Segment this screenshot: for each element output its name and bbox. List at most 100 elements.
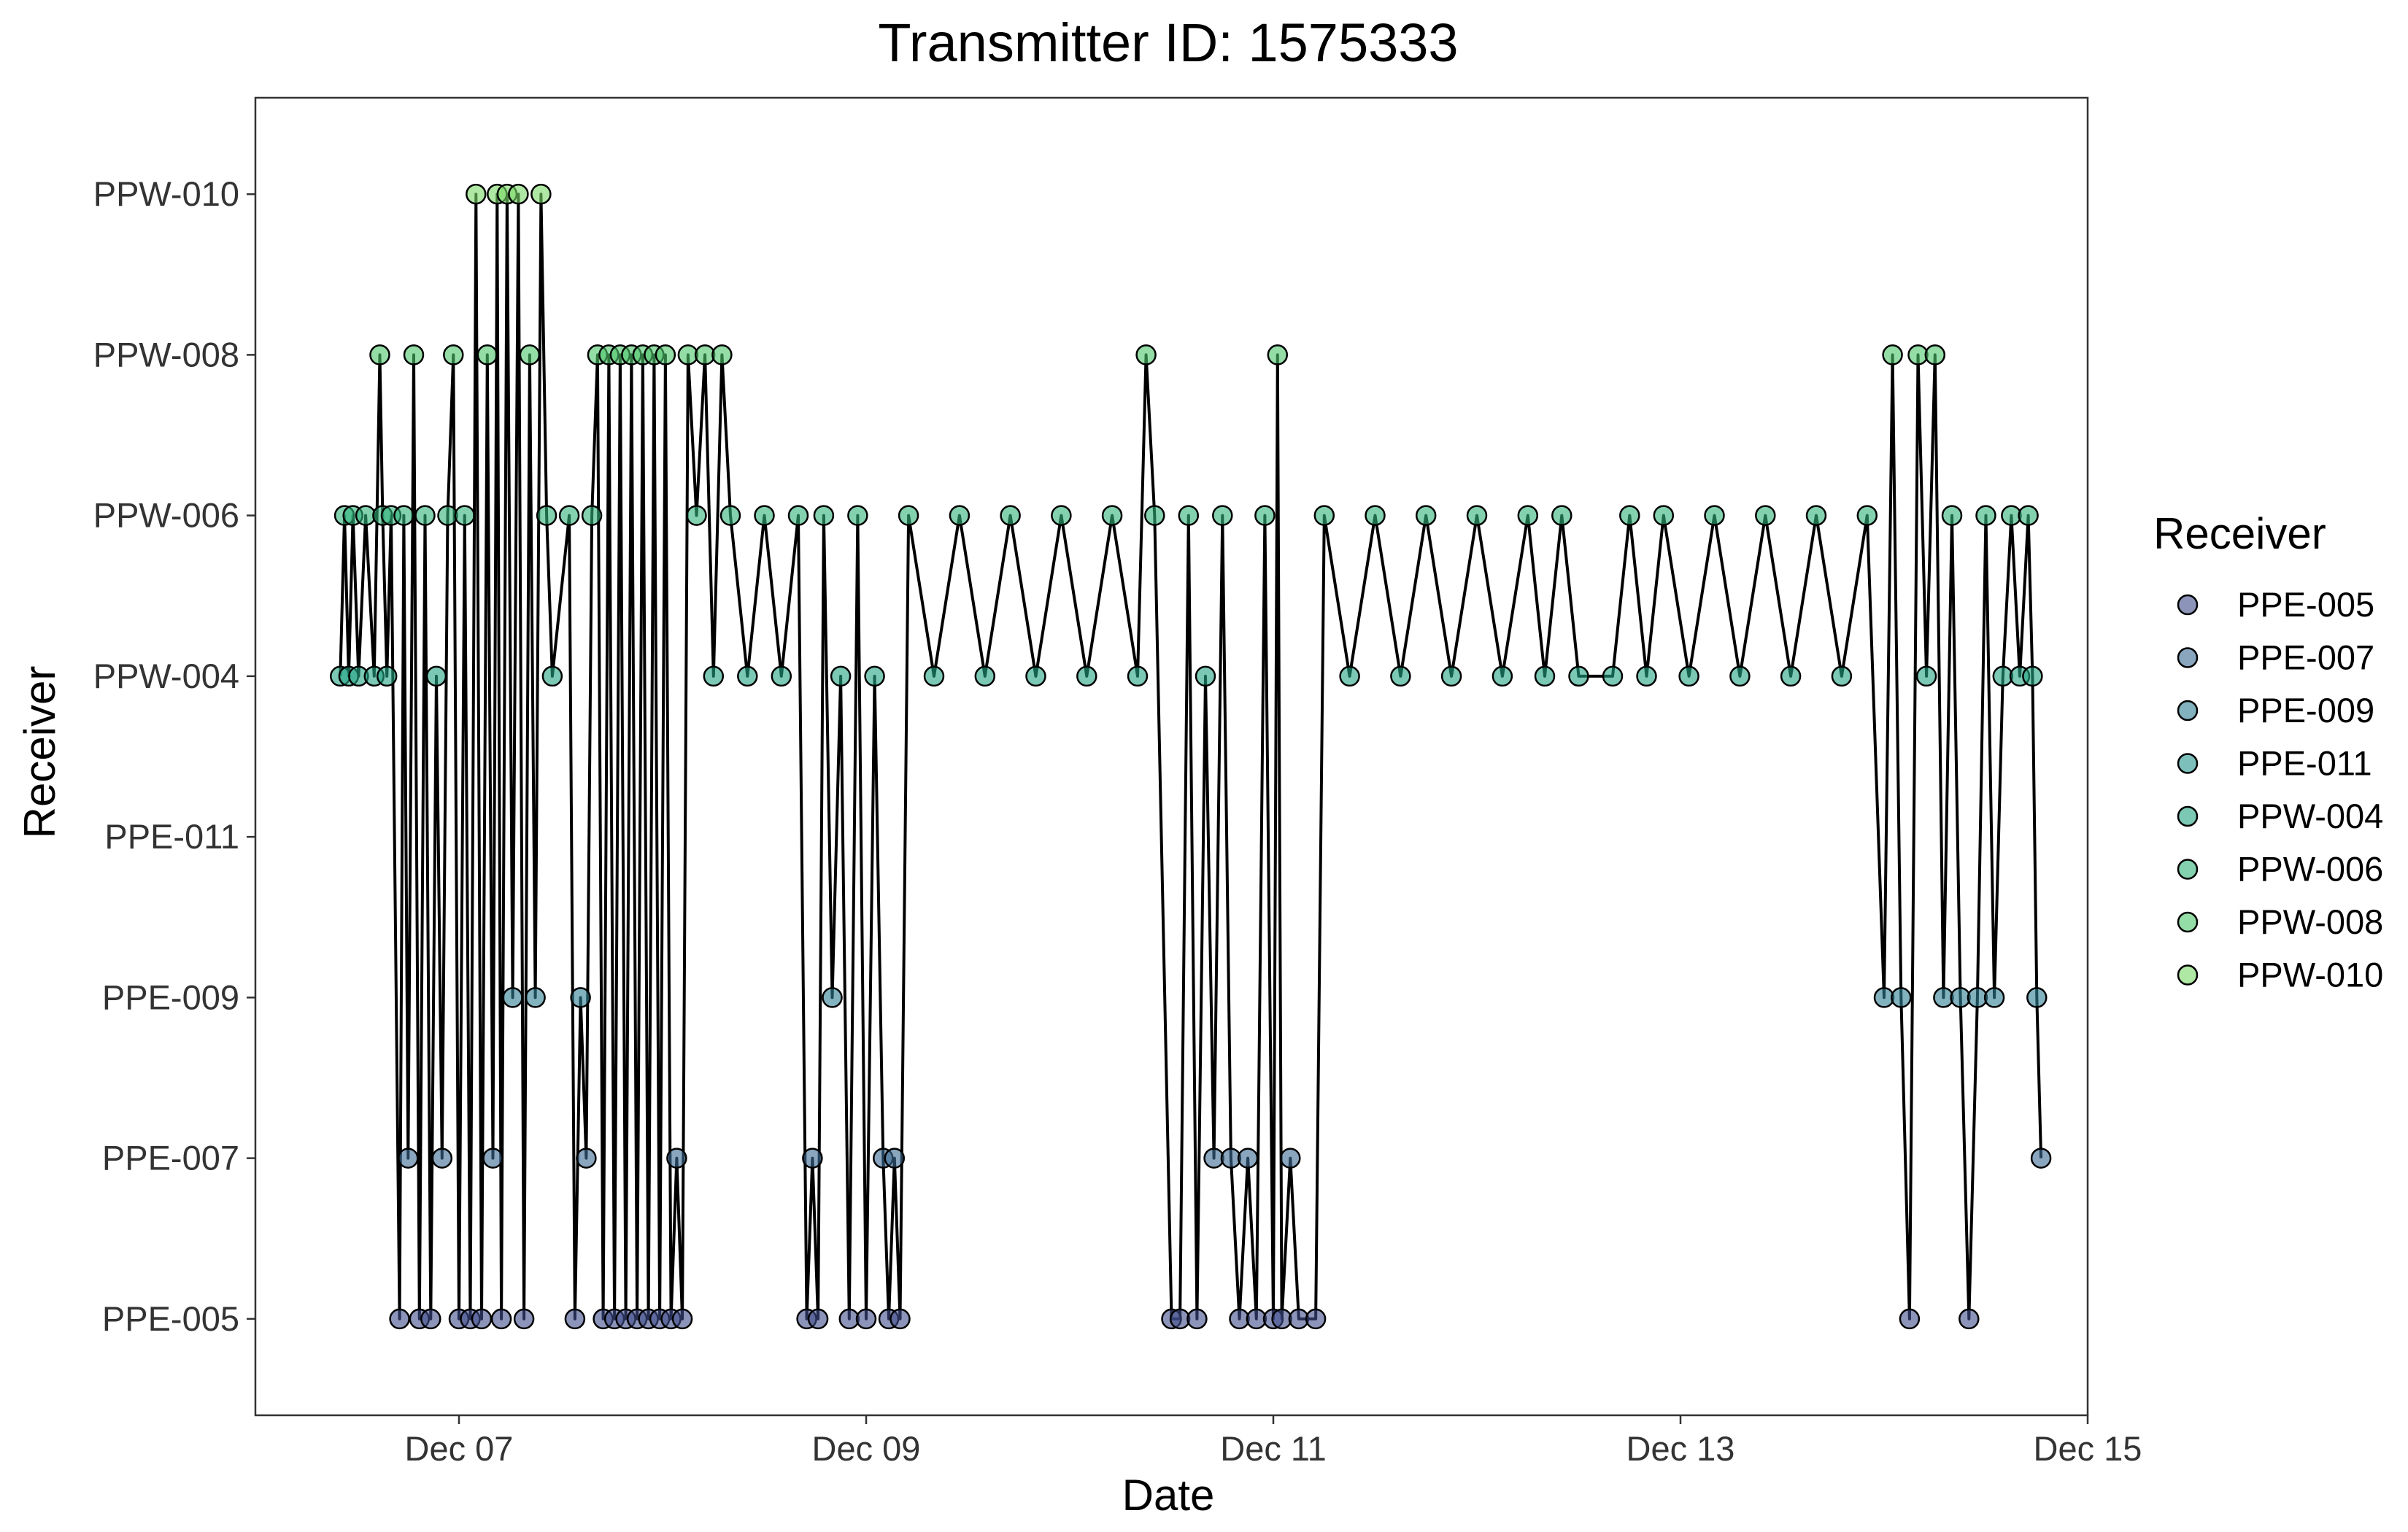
- data-point: [1466, 505, 1488, 526]
- legend-key: [2177, 964, 2199, 986]
- data-point: [1178, 505, 1200, 526]
- legend-label: PPE-009: [2237, 691, 2374, 730]
- y-tick-label: PPW-004: [93, 657, 239, 695]
- data-point: [1492, 665, 1513, 687]
- data-point: [1365, 505, 1386, 526]
- data-point: [403, 344, 425, 365]
- data-point: [570, 987, 591, 1008]
- data-point: [536, 505, 557, 526]
- x-tick-label: Dec 13: [1626, 1429, 1735, 1468]
- data-point: [1899, 1308, 1921, 1330]
- data-point: [1805, 505, 1827, 526]
- data-point: [802, 1148, 823, 1169]
- data-point: [513, 1308, 535, 1330]
- data-point: [1390, 665, 1411, 687]
- data-point: [1101, 505, 1123, 526]
- data-point: [369, 344, 390, 365]
- data-point: [1212, 505, 1233, 526]
- legend-key: [2177, 859, 2199, 880]
- series-line: [339, 193, 2043, 1320]
- data-point: [398, 1148, 419, 1169]
- data-point: [737, 665, 758, 687]
- x-tick-label: Dec 11: [1220, 1429, 1326, 1468]
- data-point: [1195, 665, 1216, 687]
- data-point: [1983, 987, 2005, 1008]
- data-point: [830, 665, 852, 687]
- plot-panel: [254, 96, 2089, 1417]
- point-layer: [330, 183, 2052, 1330]
- data-point: [1534, 665, 1556, 687]
- data-point: [1313, 505, 1335, 526]
- y-tick-label: PPE-011: [104, 817, 239, 856]
- data-point: [576, 1148, 597, 1169]
- data-point: [686, 505, 707, 526]
- legend-key: [2177, 700, 2199, 721]
- data-point: [1000, 505, 1021, 526]
- data-point: [490, 1308, 512, 1330]
- x-tick-label: Dec 09: [812, 1429, 921, 1468]
- data-point: [949, 505, 970, 526]
- legend-key: [2177, 753, 2199, 774]
- y-tick-label: PPW-008: [93, 335, 239, 374]
- data-point: [974, 665, 996, 687]
- data-point: [1127, 665, 1149, 687]
- data-point: [1678, 665, 1699, 687]
- data-point: [1959, 1308, 1980, 1330]
- data-point: [1568, 665, 1589, 687]
- data-point: [1025, 665, 1046, 687]
- data-point: [711, 344, 733, 365]
- data-point: [525, 987, 546, 1008]
- data-point: [389, 1308, 410, 1330]
- data-point: [1254, 505, 1276, 526]
- legend-key: [2177, 594, 2199, 616]
- series-layer: [339, 193, 2043, 1320]
- data-point: [476, 344, 498, 365]
- data-point: [2022, 665, 2043, 687]
- data-point: [1305, 1308, 1327, 1330]
- y-axis-title: Receiver: [15, 666, 64, 839]
- data-point: [443, 344, 464, 365]
- data-point: [1882, 344, 1903, 365]
- data-point: [1186, 1308, 1208, 1330]
- data-point: [864, 665, 885, 687]
- y-axis: PPE-005 PPE-007 PPE-009 PPE-011 PPW-004 PPW-0…: [93, 174, 255, 1338]
- legend-label: PPW-010: [2237, 956, 2383, 994]
- data-point: [530, 183, 552, 205]
- y-tick-label: PPE-009: [102, 978, 239, 1016]
- data-point: [508, 183, 529, 205]
- data-point: [1636, 665, 1657, 687]
- data-point: [1551, 505, 1572, 526]
- legend-key: [2177, 805, 2199, 827]
- data-point: [2026, 987, 2048, 1008]
- data-point: [482, 1148, 503, 1169]
- data-point: [1076, 665, 1097, 687]
- data-point: [1755, 505, 1776, 526]
- data-point: [431, 1148, 453, 1169]
- data-point: [519, 344, 541, 365]
- data-point: [420, 1308, 441, 1330]
- data-point: [671, 1308, 693, 1330]
- data-point: [1831, 665, 1853, 687]
- data-point: [558, 505, 580, 526]
- legend-label: PPW-006: [2237, 850, 2383, 889]
- data-point: [787, 505, 809, 526]
- data-point: [1653, 505, 1675, 526]
- data-point: [807, 1308, 829, 1330]
- data-point: [847, 505, 868, 526]
- data-point: [1975, 505, 1996, 526]
- data-point: [454, 505, 476, 526]
- data-point: [1924, 344, 1946, 365]
- data-point: [1135, 344, 1157, 365]
- y-tick-label: PPE-005: [102, 1299, 239, 1338]
- data-point: [1415, 505, 1437, 526]
- y-tick-label: PPW-010: [93, 174, 239, 213]
- chart-title: Transmitter ID: 1575333: [878, 12, 1458, 73]
- data-point: [884, 1148, 906, 1169]
- x-tick-label: Dec 07: [405, 1429, 514, 1468]
- y-tick-label: PPW-006: [93, 496, 239, 535]
- data-point: [1237, 1148, 1259, 1169]
- data-point: [376, 665, 398, 687]
- x-axis-title: Date: [1122, 1471, 1215, 1520]
- data-point: [898, 505, 919, 526]
